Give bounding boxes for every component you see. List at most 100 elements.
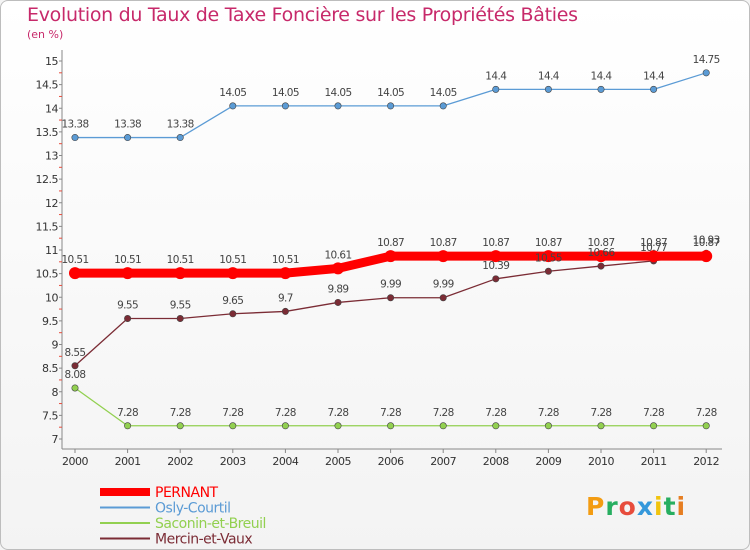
data-label: 7.28: [117, 407, 138, 419]
data-label: 7.28: [696, 407, 717, 419]
data-label: 9.99: [433, 279, 454, 291]
data-point: [492, 422, 500, 430]
data-point: [492, 275, 500, 283]
y-tick-label: 8: [52, 386, 59, 399]
x-tick-label: 2012: [693, 455, 719, 468]
data-point: [489, 250, 502, 263]
data-label: 7.28: [328, 407, 349, 419]
data-point: [71, 362, 79, 370]
data-point: [492, 85, 500, 93]
legend-label-2: Saconin-et-Breuil: [155, 516, 266, 532]
data-label: 10.87: [377, 237, 404, 249]
y-tick-label: 11.5: [36, 220, 59, 233]
data-point: [176, 315, 184, 323]
data-label: 10.51: [114, 254, 141, 266]
x-tick-label: 2000: [62, 455, 88, 468]
data-point: [176, 134, 184, 142]
logo-letter: o: [618, 492, 637, 521]
data-label: 14.4: [591, 70, 613, 82]
data-point: [439, 102, 447, 110]
legend-label-1: Osly-Courtil: [155, 501, 231, 517]
x-tick-label: 2009: [535, 455, 561, 468]
data-point: [71, 384, 79, 392]
data-label: 7.28: [643, 407, 664, 419]
y-tick-label: 13.5: [36, 126, 59, 139]
logo-letter: i: [654, 492, 664, 521]
proxiti-logo: Proxiti: [586, 492, 686, 521]
data-label: 8.55: [65, 347, 86, 359]
data-point: [176, 422, 184, 430]
data-label: 10.87: [482, 237, 509, 249]
x-tick-label: 2001: [115, 455, 141, 468]
y-tick-label: 9.5: [42, 315, 58, 328]
data-point: [384, 250, 397, 263]
x-tick-label: 2007: [430, 455, 456, 468]
y-tick-label: 12: [45, 197, 58, 210]
data-label: 10.87: [430, 237, 457, 249]
data-point: [544, 85, 552, 93]
data-label: 10.87: [693, 237, 720, 249]
data-point: [121, 267, 134, 280]
data-label: 9.7: [278, 292, 293, 304]
logo-letter: i: [676, 492, 687, 521]
data-point: [124, 134, 132, 142]
data-point: [650, 85, 658, 93]
data-label: 14.75: [693, 54, 720, 66]
data-label: 9.55: [117, 300, 138, 312]
data-label: 14.05: [430, 87, 457, 99]
data-point: [226, 267, 239, 280]
data-point: [281, 422, 289, 430]
data-label: 7.28: [380, 407, 401, 419]
data-label: 9.65: [222, 295, 243, 307]
data-point: [700, 250, 713, 263]
logo-letter: t: [663, 492, 677, 521]
legend-label-0: PERNANT: [155, 485, 219, 501]
data-point: [597, 85, 605, 93]
y-tick-label: 14: [45, 102, 58, 115]
data-label: 10.77: [640, 242, 667, 254]
chart-title: Evolution du Taux de Taxe Foncière sur l…: [27, 4, 578, 26]
data-point: [124, 422, 132, 430]
data-point: [229, 310, 237, 318]
data-point: [281, 307, 289, 315]
y-tick-label: 15: [45, 55, 58, 68]
data-label: 7.28: [222, 407, 243, 419]
data-point: [542, 250, 555, 263]
data-point: [334, 298, 342, 306]
data-point: [387, 102, 395, 110]
data-point: [597, 262, 605, 270]
data-label: 10.51: [272, 254, 299, 266]
y-tick-label: 10.5: [36, 268, 59, 281]
data-point: [229, 422, 237, 430]
chart-subtitle: (en %): [27, 28, 64, 41]
data-point: [702, 422, 710, 430]
data-point: [229, 102, 237, 110]
data-point: [702, 69, 710, 77]
data-label: 10.39: [482, 260, 509, 272]
logo-letter: P: [586, 492, 606, 521]
data-label: 10.51: [61, 254, 88, 266]
data-point: [437, 250, 450, 263]
data-label: 10.51: [167, 254, 194, 266]
data-label: 13.38: [167, 119, 194, 131]
x-tick-label: 2008: [483, 455, 509, 468]
x-tick-label: 2002: [167, 455, 193, 468]
data-point: [174, 267, 187, 280]
data-label: 7.28: [433, 407, 454, 419]
data-label: 10.51: [219, 254, 246, 266]
data-label: 8.08: [65, 369, 86, 381]
x-tick-label: 2010: [588, 455, 614, 468]
y-tick-label: 7.5: [42, 409, 58, 422]
logo-letter: r: [605, 492, 619, 521]
data-point: [334, 102, 342, 110]
data-label: 14.4: [485, 70, 507, 82]
y-tick-label: 7: [52, 433, 59, 446]
data-point: [69, 267, 81, 280]
y-tick-label: 14.5: [36, 79, 59, 92]
data-point: [544, 422, 552, 430]
data-point: [387, 294, 395, 302]
data-label: 10.87: [640, 237, 667, 249]
data-point: [71, 134, 79, 142]
data-point: [597, 422, 605, 430]
